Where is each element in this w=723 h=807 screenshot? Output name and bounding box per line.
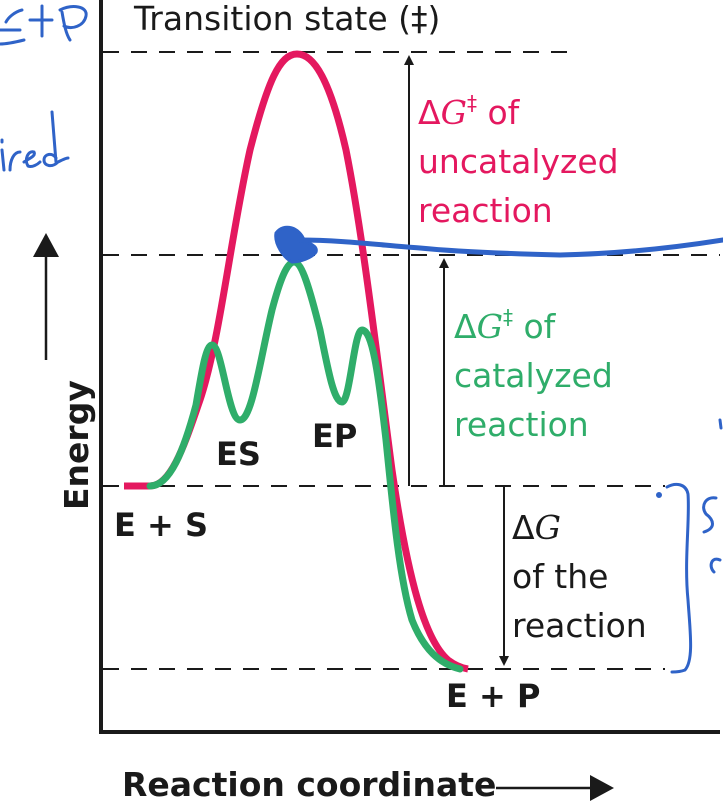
ink-tick bbox=[718, 418, 723, 430]
ink-letter-s-2 bbox=[709, 557, 722, 574]
reaction-line-2: of the bbox=[512, 557, 609, 596]
transition-state-label: Transition state (‡) bbox=[134, 0, 441, 38]
ink-bracket bbox=[665, 482, 693, 674]
ink-letter-e bbox=[0, 8, 26, 46]
delta-symbol: Δ bbox=[454, 307, 477, 346]
of-text: of bbox=[512, 307, 556, 346]
energy-level-lines bbox=[103, 51, 720, 670]
catalyzed-line-1: ΔG‡ of bbox=[454, 302, 613, 351]
reaction-delta-g-label: ΔG of the reaction bbox=[512, 503, 647, 650]
g-symbol: G bbox=[440, 93, 467, 132]
ink-plus bbox=[28, 4, 54, 38]
ink-blob bbox=[274, 225, 318, 264]
ink-line bbox=[297, 237, 723, 258]
ep-label: EP bbox=[312, 417, 358, 455]
catalyzed-line-3: reaction bbox=[454, 405, 589, 444]
ink-word-ired bbox=[0, 110, 70, 172]
catalyzed-delta-g-label: ΔG‡ of catalyzed reaction bbox=[454, 302, 613, 449]
uncatalyzed-curve bbox=[124, 50, 469, 673]
energy-axis-arrowhead bbox=[33, 233, 59, 257]
products-label: E + P bbox=[446, 677, 541, 715]
energy-arrows bbox=[404, 55, 509, 666]
handwritten-annotations bbox=[0, 4, 723, 674]
double-dagger-symbol: ‡ bbox=[502, 305, 513, 329]
uncatalyzed-line-3: reaction bbox=[418, 191, 553, 230]
catalyzed-curve bbox=[146, 258, 464, 673]
uncatalyzed-line-2: uncatalyzed bbox=[418, 142, 619, 181]
ink-letter-p bbox=[58, 5, 88, 42]
y-axis-label: Energy bbox=[57, 380, 96, 510]
axis-arrows bbox=[33, 233, 614, 801]
delta-symbol: Δ bbox=[512, 508, 535, 547]
reaction-coordinate-arrowhead bbox=[590, 775, 614, 801]
reactants-label: E + S bbox=[114, 506, 208, 544]
x-axis-label: Reaction coordinate bbox=[122, 765, 497, 804]
ink-dot bbox=[656, 492, 662, 498]
g-symbol: G bbox=[476, 307, 503, 346]
delta-symbol: Δ bbox=[418, 93, 441, 132]
of-text: of bbox=[476, 93, 520, 132]
axes bbox=[99, 0, 720, 734]
g-symbol: G bbox=[534, 508, 561, 547]
uncatalyzed-delta-g-label: ΔG‡ of uncatalyzed reaction bbox=[418, 88, 619, 235]
ink-letter-s-1 bbox=[702, 496, 718, 534]
catalyzed-line-2: catalyzed bbox=[454, 356, 613, 395]
es-label: ES bbox=[216, 435, 261, 473]
uncatalyzed-line-1: ΔG‡ of bbox=[418, 88, 619, 137]
reaction-line-1: ΔG bbox=[512, 503, 647, 552]
double-dagger-symbol: ‡ bbox=[466, 91, 477, 115]
reaction-line-3: reaction bbox=[512, 606, 647, 645]
